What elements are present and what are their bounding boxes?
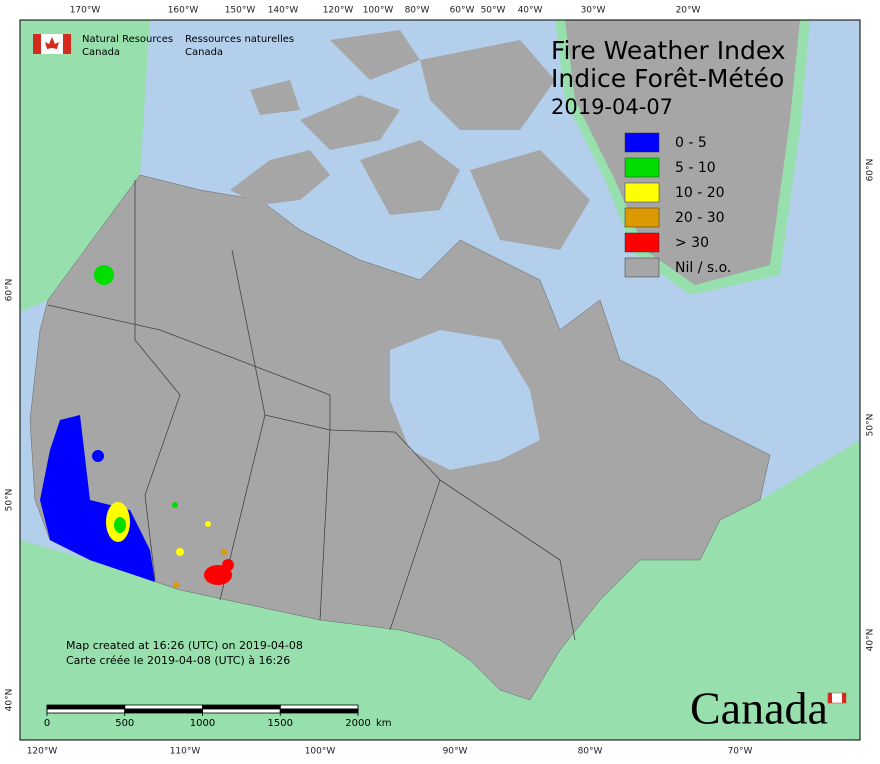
map-body: [19, 19, 861, 741]
scale-label: 500: [115, 718, 134, 729]
longitude-label: 80°W: [578, 747, 603, 757]
scale-segment: [124, 708, 203, 714]
longitude-label: 20°W: [676, 6, 701, 16]
scale-unit: km: [376, 718, 392, 729]
latitude-label: 40°N: [866, 629, 876, 652]
flag-bar: [63, 34, 71, 54]
arctic-islands: [230, 30, 590, 250]
longitude-label: 120°W: [27, 747, 58, 757]
title: Indice Forêt-Météo: [551, 64, 784, 93]
wordmark-text: Canada: [690, 683, 828, 734]
scale-bar: 0 500 1000 1500 2000 km: [44, 704, 392, 729]
legend-label: > 30: [675, 235, 709, 251]
legend-swatch: [624, 182, 660, 203]
note: Map created at 16:26 (UTC) on 2019-04-08: [66, 639, 303, 652]
scale-segment: [279, 704, 359, 710]
latitude-label: 60°N: [866, 159, 876, 182]
legend-swatch: [624, 157, 660, 178]
scale-label: 0: [44, 718, 50, 729]
scale-label: 1000: [190, 718, 215, 729]
date: 2019-04-07: [551, 95, 673, 119]
scale-segment: [46, 708, 126, 714]
legend-swatch: [624, 132, 660, 153]
scale-segment: [124, 704, 203, 710]
latitude-label: 40°N: [5, 689, 15, 712]
flag-bar: [842, 693, 846, 703]
logo-fr: Ressources naturelles: [185, 34, 294, 45]
logo-en: Canada: [82, 47, 120, 58]
united-states: [20, 440, 860, 740]
alaska: [20, 20, 150, 312]
longitude-label: 170°W: [70, 6, 101, 16]
scale-segment: [202, 704, 281, 710]
logo: Natural Resources Canada Ressources natu…: [33, 34, 294, 58]
longitude-label: 150°W: [225, 6, 256, 16]
borders: [47, 180, 576, 641]
legend-label: 10 - 20: [675, 185, 725, 201]
scale-label: 1500: [268, 718, 293, 729]
legend-label: 0 - 5: [675, 135, 707, 151]
longitude-label: 80°W: [405, 6, 430, 16]
legend-label: Nil / s.o.: [675, 260, 731, 276]
wordmark: Canada: [690, 683, 847, 734]
longitude-label: 90°W: [443, 747, 468, 757]
longitude-label: 140°W: [268, 6, 299, 16]
scale-segment: [279, 708, 359, 714]
map-frame: [19, 19, 861, 741]
longitude-label: 50°W: [481, 6, 506, 16]
logo-en: Natural Resources: [82, 34, 173, 45]
latitude-label: 50°N: [5, 489, 15, 512]
longitude-label: 70°W: [728, 747, 753, 757]
title: Fire Weather Index: [551, 36, 786, 65]
graticule-labels: 170°W 160°W 150°W 140°W 120°W 100°W 80°W 60°W 50…: [5, 6, 876, 757]
fire-areas: [40, 265, 234, 588]
longitude-label: 160°W: [168, 6, 199, 16]
note: Carte créée le 2019-04-08 (UTC) à 16:26: [66, 654, 290, 667]
logo-fr: Canada: [185, 47, 223, 58]
legend-label: 20 - 30: [675, 210, 725, 226]
flag-bar: [828, 693, 832, 703]
scale-segment: [202, 708, 281, 714]
scale-label: 2000: [345, 718, 370, 729]
legend-swatch: [624, 207, 660, 228]
longitude-label: 100°W: [363, 6, 394, 16]
legend-swatch: [624, 232, 660, 253]
longitude-label: 60°W: [450, 6, 475, 16]
latitude-label: 50°N: [866, 414, 876, 437]
hudson-bay: [390, 330, 540, 470]
maple-leaf: [45, 37, 59, 49]
flag-bar: [33, 34, 41, 54]
longitude-label: 110°W: [170, 747, 201, 757]
legend-swatch: [624, 257, 660, 278]
legend-label: 5 - 10: [675, 160, 716, 176]
longitude-label: 40°W: [518, 6, 543, 16]
longitude-label: 100°W: [305, 747, 336, 757]
latitude-label: 60°N: [5, 279, 15, 302]
greenland: [565, 20, 800, 285]
scale-segment: [46, 704, 126, 710]
legend: 0 - 5 5 - 10 10 - 20 20 - 30 > 30 Nil / s.o.: [624, 132, 731, 278]
longitude-label: 30°W: [581, 6, 606, 16]
longitude-label: 120°W: [323, 6, 354, 16]
